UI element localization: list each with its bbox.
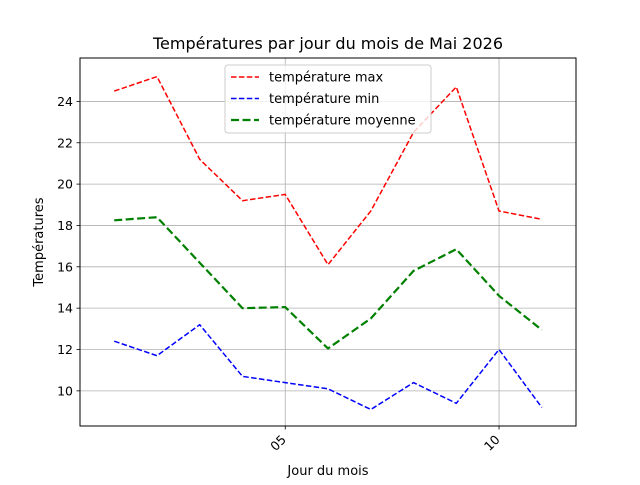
x-tick-label: 05 [267,432,289,454]
series-line-1 [113,323,543,411]
x-tick-label: 10 [481,432,503,454]
y-tick-label: 12 [57,342,73,357]
y-tick-label: 20 [57,177,73,192]
grid-lines [80,58,576,426]
y-tick-label: 16 [57,259,73,274]
x-axis-label: Jour du mois [286,464,368,479]
y-tick-label: 10 [57,383,73,398]
plot-frame [79,57,577,427]
legend: température max température min températur… [224,64,432,134]
y-tick-label: 14 [57,301,73,316]
axis-ticks: 10 12 14 16 18 20 22 24 05 10 [57,94,503,454]
chart-title: Températures par jour du mois de Mai 202… [152,34,503,53]
series-lines [113,75,543,411]
y-tick-label: 18 [57,218,73,233]
y-tick-label: 24 [57,94,73,109]
legend-label-2: température moyenne [269,114,416,129]
legend-label-0: température max [269,71,383,86]
y-axis-label: Températures [32,197,47,287]
legend-label-1: température min [269,92,379,107]
series-line-0 [113,75,542,266]
series-line-2 [114,216,543,350]
legend-box [224,64,432,134]
y-tick-label: 22 [57,135,73,150]
